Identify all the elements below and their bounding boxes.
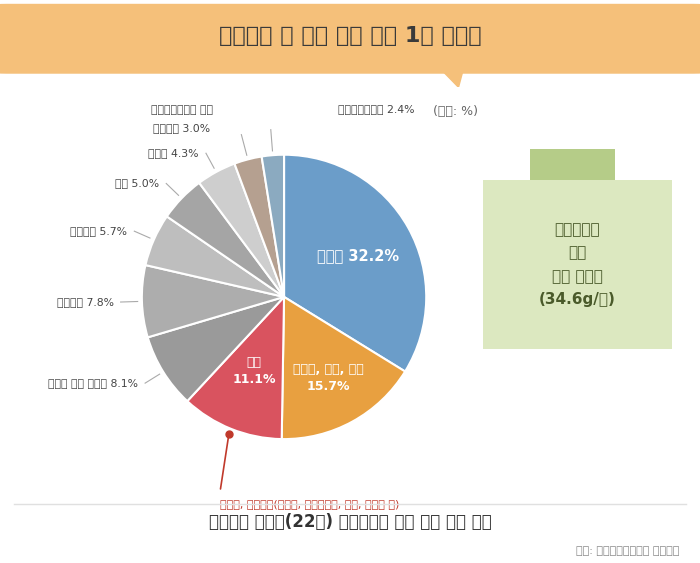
Text: 장류 5.0%: 장류 5.0% xyxy=(115,178,159,189)
Wedge shape xyxy=(262,155,284,297)
Polygon shape xyxy=(420,48,469,87)
Wedge shape xyxy=(142,265,284,337)
Text: 가공식품 종류별(22군) 가공식품을 통한 당류 섭취 비율: 가공식품 종류별(22군) 가공식품을 통한 당류 섭취 비율 xyxy=(209,513,491,531)
FancyBboxPatch shape xyxy=(526,148,620,182)
Text: (단위: %): (단위: %) xyxy=(433,105,478,118)
Text: 유가공품 7.8%: 유가공품 7.8% xyxy=(57,297,113,307)
Text: 음료류 32.2%: 음료류 32.2% xyxy=(318,248,400,263)
Wedge shape xyxy=(188,297,284,439)
Wedge shape xyxy=(281,297,405,439)
Text: 코코아가공품류 또는: 코코아가공품류 또는 xyxy=(150,105,213,115)
Text: 농산가공식품류 2.4%: 농산가공식품류 2.4% xyxy=(338,104,414,114)
Text: 당류
11.1%: 당류 11.1% xyxy=(232,356,276,386)
Wedge shape xyxy=(199,164,284,297)
Wedge shape xyxy=(284,155,426,372)
Text: 초코릿류 3.0%: 초코릿류 3.0% xyxy=(153,123,210,133)
FancyBboxPatch shape xyxy=(0,4,700,74)
Text: 출처: 식품의약품안전처 보도자료: 출처: 식품의약품안전처 보도자료 xyxy=(575,546,679,556)
Text: 조미식품 5.7%: 조미식품 5.7% xyxy=(70,226,127,236)
Wedge shape xyxy=(234,157,284,297)
Text: 설탕류, 기타당류(시럽류, 올리고당류, 엿류, 벌꿀류 등): 설탕류, 기타당류(시럽류, 올리고당류, 엿류, 벌꿀류 등) xyxy=(220,499,400,509)
Text: 과자류, 떡류, 빵류
15.7%: 과자류, 떡류, 빵류 15.7% xyxy=(293,363,364,393)
FancyBboxPatch shape xyxy=(480,177,676,352)
Wedge shape xyxy=(148,297,284,401)
Text: 가공식품을
통한
당류 섭취량
(34.6g/일): 가공식품을 통한 당류 섭취량 (34.6g/일) xyxy=(539,222,616,307)
Text: 절임류 또는 조림류 8.1%: 절임류 또는 조림류 8.1% xyxy=(48,378,138,388)
Text: 가공식품 중 당류 주요 급원 1위 음료류: 가공식품 중 당류 주요 급원 1위 음료류 xyxy=(218,26,482,47)
Text: 빙과류 4.3%: 빙과류 4.3% xyxy=(148,148,199,158)
Wedge shape xyxy=(167,183,284,297)
Wedge shape xyxy=(146,216,284,297)
